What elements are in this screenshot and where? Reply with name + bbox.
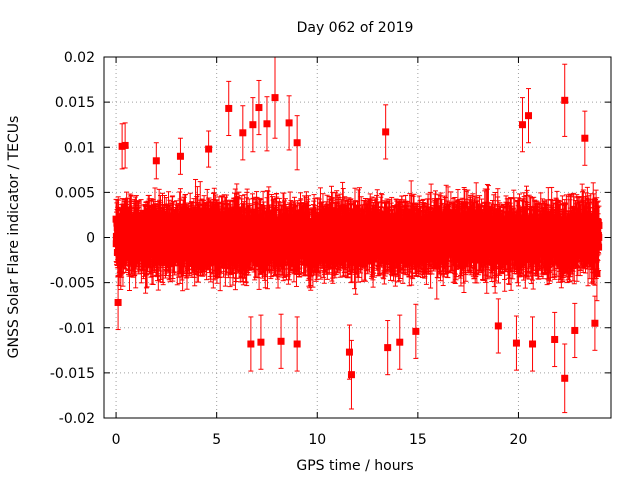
- data-point: [203, 212, 211, 220]
- chart-title: Day 062 of 2019: [297, 20, 414, 36]
- data-point: [125, 253, 133, 261]
- data-point: [339, 205, 347, 213]
- data-point: [431, 211, 439, 219]
- data-point: [196, 208, 204, 216]
- data-point: [143, 259, 151, 267]
- data-point: [354, 255, 362, 263]
- data-point: [119, 259, 127, 267]
- data-point: [370, 252, 378, 260]
- data-point: [274, 260, 282, 268]
- data-point: [433, 262, 441, 270]
- data-point: [159, 257, 167, 265]
- data-point: [253, 214, 261, 222]
- data-point: [159, 215, 167, 223]
- data-point: [336, 256, 344, 264]
- data-point: [377, 211, 385, 219]
- data-point: [292, 264, 300, 272]
- data-point: [442, 208, 450, 216]
- data-point: [197, 255, 205, 263]
- data-point: [416, 215, 424, 223]
- data-point: [407, 208, 415, 216]
- data-point: [427, 255, 435, 263]
- data-point: [319, 209, 327, 217]
